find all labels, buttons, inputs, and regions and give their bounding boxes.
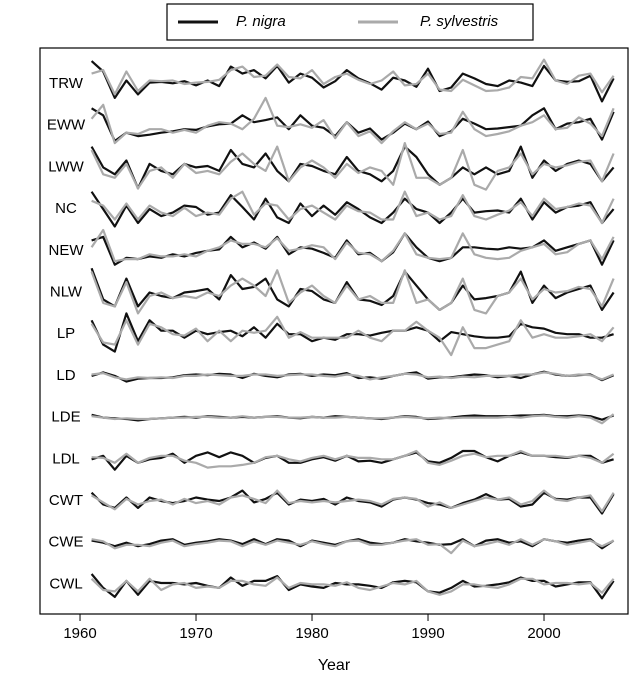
- panel-label: LWW: [48, 158, 84, 175]
- series-line: [90, 228, 615, 263]
- series-line: [91, 449, 614, 471]
- series-line: [91, 190, 615, 225]
- x-axis-label: Year: [318, 657, 351, 674]
- series-line: [91, 58, 615, 96]
- panel-label: CWL: [49, 575, 82, 592]
- series-line: [91, 371, 615, 381]
- series-line: [91, 413, 615, 425]
- series-line: [91, 449, 615, 469]
- series-line: [90, 489, 615, 515]
- panel-label: NLW: [50, 283, 83, 300]
- series-line: [90, 269, 615, 315]
- series-line: [91, 107, 615, 143]
- panel-label: CWT: [49, 492, 83, 509]
- plot-frame: [39, 47, 629, 615]
- x-tick-label: 1980: [295, 625, 328, 642]
- panel-label: LDL: [52, 450, 80, 467]
- panel-label: LDE: [51, 409, 80, 426]
- panel-label: CWE: [49, 534, 84, 551]
- x-tick-label: 1990: [411, 625, 444, 642]
- series-line: [90, 96, 615, 145]
- series-line: [90, 267, 615, 311]
- series-line: [90, 315, 615, 357]
- panel-label: NC: [55, 200, 77, 217]
- legend-label: P. sylvestris: [420, 13, 499, 30]
- panel-label: LD: [56, 367, 75, 384]
- panel-label: NEW: [49, 242, 85, 259]
- legend-box: [166, 3, 534, 41]
- legend-label: P. nigra: [236, 13, 286, 30]
- x-tick-label: 1960: [63, 625, 96, 642]
- panel-label: EWW: [47, 117, 86, 134]
- series-line: [90, 142, 615, 191]
- x-tick-label: 1970: [179, 625, 212, 642]
- series-line: [90, 576, 615, 596]
- x-tick-label: 2000: [527, 625, 560, 642]
- series-line: [91, 489, 615, 513]
- panel-label: LP: [57, 325, 75, 342]
- panel-label: TRW: [49, 75, 84, 92]
- series-line: [91, 538, 615, 555]
